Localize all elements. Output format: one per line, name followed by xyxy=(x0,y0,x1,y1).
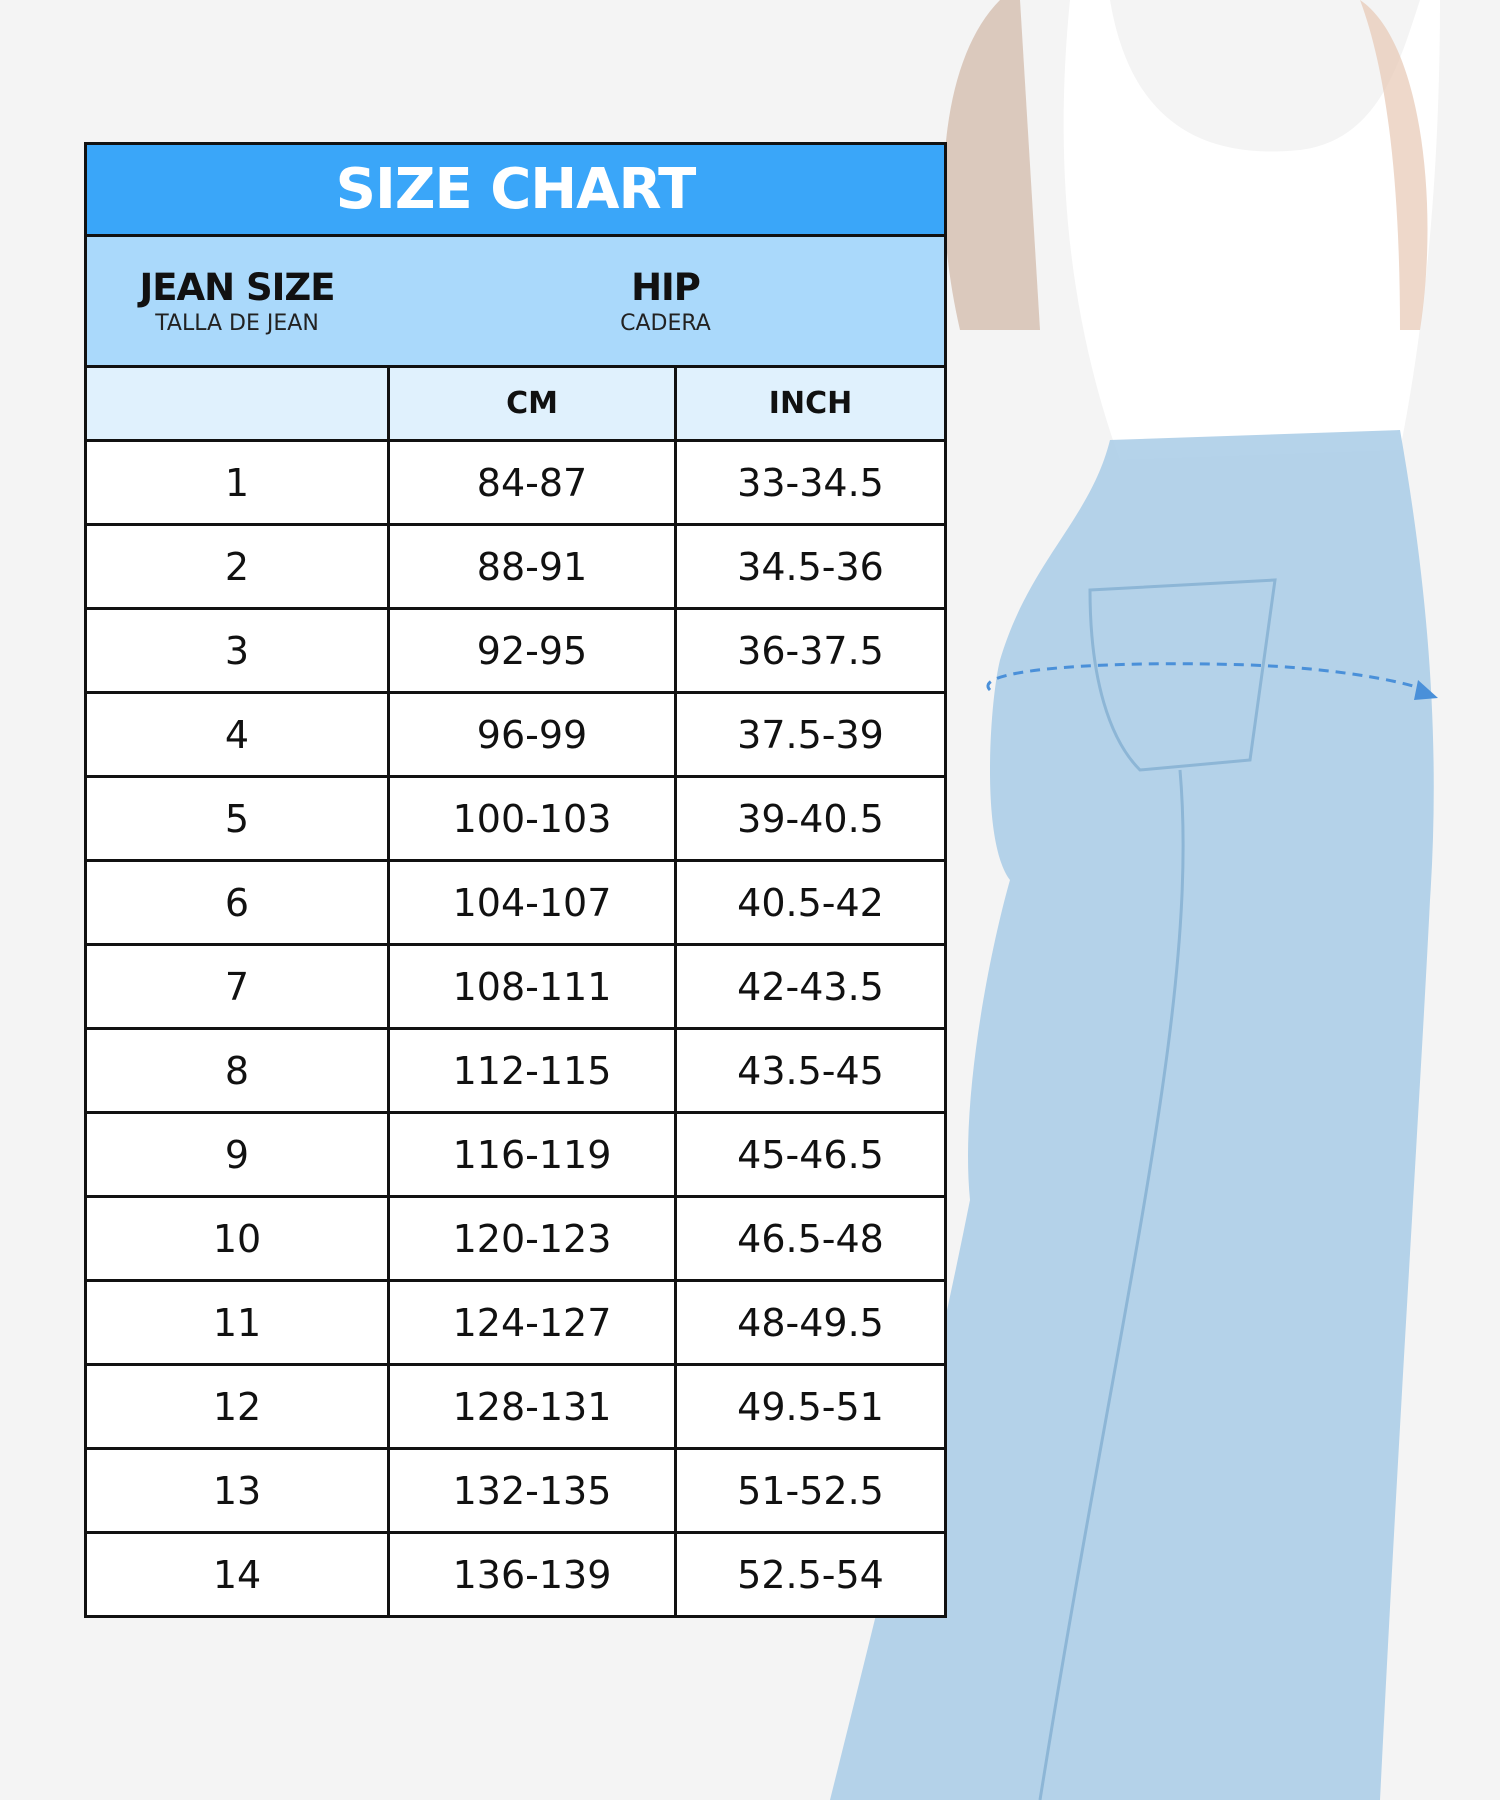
cm-cell: 112-115 xyxy=(390,1030,677,1111)
inch-cell: 36-37.5 xyxy=(737,628,884,673)
size-chart-title: SIZE CHART xyxy=(87,145,944,237)
inch-cell: 48-49.5 xyxy=(737,1300,884,1345)
size-chart-table: SIZE CHART JEAN SIZE TALLA DE JEAN HIP C… xyxy=(84,142,947,1618)
cm-cell: 132-135 xyxy=(390,1450,677,1531)
table-row: 11 124-127 48-49.5 xyxy=(87,1279,944,1363)
inch-cell: 51-52.5 xyxy=(737,1468,884,1513)
table-row: 12 128-131 49.5-51 xyxy=(87,1363,944,1447)
size-cell: 13 xyxy=(87,1450,390,1531)
arrow-head-icon xyxy=(1414,680,1438,700)
hip-sublabel: CADERA xyxy=(620,311,711,336)
cm-cell: 100-103 xyxy=(390,778,677,859)
size-cell: 6 xyxy=(87,862,390,943)
hip-header: HIP CADERA xyxy=(387,237,944,365)
table-row: 9 116-119 45-46.5 xyxy=(87,1111,944,1195)
inch-cell: 39-40.5 xyxy=(737,796,884,841)
size-cell: 8 xyxy=(87,1030,390,1111)
size-cell: 11 xyxy=(87,1282,390,1363)
cm-cell: 92-95 xyxy=(390,610,677,691)
inch-cell: 45-46.5 xyxy=(737,1132,884,1177)
cm-header: CM xyxy=(390,368,677,439)
inch-cell: 42-43.5 xyxy=(737,964,884,1009)
size-cell: 4 xyxy=(87,694,390,775)
table-row: 5 100-103 39-40.5 xyxy=(87,775,944,859)
table-row: 13 132-135 51-52.5 xyxy=(87,1447,944,1531)
cm-cell: 104-107 xyxy=(390,862,677,943)
table-row: 7 108-111 42-43.5 xyxy=(87,943,944,1027)
jean-size-sublabel: TALLA DE JEAN xyxy=(155,311,319,336)
table-row: 6 104-107 40.5-42 xyxy=(87,859,944,943)
jean-size-header: JEAN SIZE TALLA DE JEAN xyxy=(87,237,387,365)
size-cell: 9 xyxy=(87,1114,390,1195)
size-cell: 14 xyxy=(87,1534,390,1615)
hip-label: HIP xyxy=(631,266,701,309)
cm-cell: 88-91 xyxy=(390,526,677,607)
size-cell: 5 xyxy=(87,778,390,859)
cm-cell: 136-139 xyxy=(390,1534,677,1615)
table-row: 3 92-95 36-37.5 xyxy=(87,607,944,691)
empty-header-cell xyxy=(87,368,390,439)
cm-cell: 108-111 xyxy=(390,946,677,1027)
inch-cell: 49.5-51 xyxy=(737,1384,884,1429)
table-row: 4 96-99 37.5-39 xyxy=(87,691,944,775)
cm-cell: 84-87 xyxy=(390,442,677,523)
size-cell: 7 xyxy=(87,946,390,1027)
inch-cell: 33-34.5 xyxy=(737,460,884,505)
table-row: 14 136-139 52.5-54 xyxy=(87,1531,944,1615)
inch-cell: 40.5-42 xyxy=(737,880,884,925)
table-row: 2 88-91 34.5-36 xyxy=(87,523,944,607)
size-cell: 10 xyxy=(87,1198,390,1279)
cm-cell: 96-99 xyxy=(390,694,677,775)
cm-cell: 120-123 xyxy=(390,1198,677,1279)
jean-size-label: JEAN SIZE xyxy=(139,266,335,309)
inch-cell: 43.5-45 xyxy=(737,1048,884,1093)
cm-cell: 128-131 xyxy=(390,1366,677,1447)
table-header: JEAN SIZE TALLA DE JEAN HIP CADERA xyxy=(87,237,944,368)
unit-header-row: CM INCH xyxy=(87,368,944,439)
cm-cell: 124-127 xyxy=(390,1282,677,1363)
inch-cell: 37.5-39 xyxy=(737,712,884,757)
hip-measure-line xyxy=(986,662,1438,700)
size-cell: 2 xyxy=(87,526,390,607)
inch-cell: 46.5-48 xyxy=(737,1216,884,1261)
cm-cell: 116-119 xyxy=(390,1114,677,1195)
inch-cell: 52.5-54 xyxy=(737,1552,884,1597)
inch-cell: 34.5-36 xyxy=(737,544,884,589)
table-row: 1 84-87 33-34.5 xyxy=(87,439,944,523)
size-cell: 1 xyxy=(87,442,390,523)
size-cell: 3 xyxy=(87,610,390,691)
inch-header: INCH xyxy=(768,386,853,421)
table-row: 10 120-123 46.5-48 xyxy=(87,1195,944,1279)
size-cell: 12 xyxy=(87,1366,390,1447)
table-row: 8 112-115 43.5-45 xyxy=(87,1027,944,1111)
